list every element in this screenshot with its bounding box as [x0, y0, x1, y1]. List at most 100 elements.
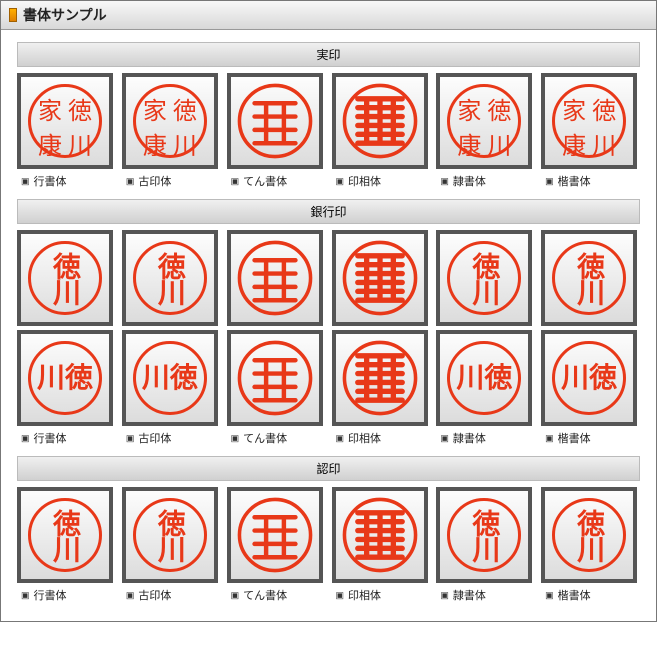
insou-stamp-icon — [340, 238, 420, 318]
arrow-icon: ▣ — [231, 433, 240, 444]
stamp-text: 徳川 — [470, 509, 498, 561]
font-label: ▣ 行書体 — [17, 173, 116, 189]
stamp-cell: 徳川 — [17, 230, 116, 326]
stamp-text: 川徳 — [561, 364, 617, 392]
font-label: ▣てん書体 — [227, 173, 326, 189]
stamp-cell: 徳川 — [122, 487, 221, 583]
stamp-text: 家徳康川 — [140, 91, 200, 151]
font-label: ▣ 行書体 — [17, 587, 116, 603]
arrow-icon: ▣ — [336, 433, 345, 444]
stamp-circle: 徳川 — [133, 241, 207, 315]
font-label: ▣古印体 — [122, 173, 221, 189]
arrow-icon: ▣ — [545, 176, 554, 187]
arrow-icon: ▣ — [126, 433, 135, 444]
font-label: ▣印相体 — [332, 430, 431, 446]
insou-stamp-icon — [340, 495, 420, 575]
font-label-text: 行書体 — [34, 587, 67, 603]
font-label: ▣古印体 — [122, 430, 221, 446]
stamp-box: 徳川 — [541, 230, 637, 326]
font-label: ▣古印体 — [122, 587, 221, 603]
arrow-icon: ▣ — [126, 590, 135, 601]
stamp-box — [332, 330, 428, 426]
stamp-text: 川徳 — [37, 364, 93, 392]
stamp-text: 徳川 — [156, 509, 184, 561]
stamp-circle: 家徳康川 — [552, 84, 626, 158]
stamp-cell — [227, 73, 326, 169]
stamp-cell — [332, 73, 431, 169]
stamp-box: 徳川 — [436, 230, 532, 326]
arrow-icon: ▣ — [231, 176, 240, 187]
section-header-mitomein: 認印 — [17, 456, 640, 481]
font-label: ▣印相体 — [332, 173, 431, 189]
font-label-text: 行書体 — [34, 173, 67, 189]
font-label-text: 楷書体 — [558, 587, 591, 603]
stamp-text: 川徳 — [142, 364, 198, 392]
stamp-box: 徳川 — [122, 230, 218, 326]
font-label: ▣隷書体 — [436, 173, 535, 189]
stamp-box — [227, 330, 323, 426]
font-label: ▣行書体 — [17, 430, 116, 446]
stamp-text: 徳川 — [575, 509, 603, 561]
stamp-circle: 徳川 — [447, 241, 521, 315]
tensho-stamp-icon — [235, 495, 315, 575]
stamp-circle: 徳川 — [133, 498, 207, 572]
font-label-text: 古印体 — [138, 173, 171, 189]
font-label-text: 印相体 — [348, 587, 381, 603]
stamp-cell — [227, 230, 326, 326]
stamp-circle: 家徳康川 — [133, 84, 207, 158]
font-label-text: 印相体 — [348, 173, 381, 189]
header-bar-icon — [9, 8, 17, 22]
stamp-circle: 家徳康川 — [28, 84, 102, 158]
stamp-cell — [332, 487, 431, 583]
tensho-stamp-icon — [235, 238, 315, 318]
stamp-box: 川徳 — [436, 330, 532, 426]
arrow-icon: ▣ — [440, 176, 449, 187]
stamp-cell: 川徳 — [541, 330, 640, 426]
arrow-icon: ▣ — [21, 433, 30, 444]
stamp-circle: 徳川 — [447, 498, 521, 572]
arrow-icon: ▣ — [21, 176, 30, 187]
tensho-stamp-icon — [235, 81, 315, 161]
arrow-icon: ▣ — [21, 590, 30, 601]
stamp-circle: 徳川 — [552, 241, 626, 315]
stamp-grid-ginkoin-1: 徳川 徳川 徳川 徳川 — [17, 230, 640, 326]
font-label-text: てん書体 — [243, 430, 287, 446]
stamp-box: 徳川 — [17, 487, 113, 583]
stamp-text: 徳川 — [51, 252, 79, 304]
stamp-box — [227, 230, 323, 326]
stamp-cell: 徳川 — [122, 230, 221, 326]
stamp-circle: 家徳康川 — [447, 84, 521, 158]
stamp-cell: 家徳康川 — [436, 73, 535, 169]
font-label: ▣楷書体 — [541, 430, 640, 446]
stamp-text: 徳川 — [470, 252, 498, 304]
stamp-box — [227, 487, 323, 583]
font-label-text: てん書体 — [243, 173, 287, 189]
stamp-text: 徳川 — [51, 509, 79, 561]
font-sample-panel: 書体サンプル 実印 家徳康川家徳康川家徳康川家徳康川 ▣行書体▣古印体▣てん書体… — [0, 0, 657, 622]
stamp-box: 家徳康川 — [122, 73, 218, 169]
stamp-box: 川徳 — [17, 330, 113, 426]
label-row-jitsuin: ▣行書体▣古印体▣てん書体▣印相体▣隷書体▣楷書体 — [17, 173, 640, 189]
section-header-ginkoin: 銀行印 — [17, 199, 640, 224]
insou-stamp-icon — [340, 81, 420, 161]
stamp-box: 徳川 — [436, 487, 532, 583]
font-label-text: 印相体 — [348, 430, 381, 446]
panel-content: 実印 家徳康川家徳康川家徳康川家徳康川 ▣行書体▣古印体▣てん書体▣印相体▣隷書… — [1, 30, 656, 621]
stamp-box — [332, 73, 428, 169]
stamp-cell — [227, 330, 326, 426]
font-label-text: 古印体 — [138, 587, 171, 603]
stamp-cell: 川徳 — [122, 330, 221, 426]
stamp-box — [332, 487, 428, 583]
stamp-cell: 家徳康川 — [17, 73, 116, 169]
stamp-circle: 川徳 — [447, 341, 521, 415]
font-label-text: 隷書体 — [453, 430, 486, 446]
stamp-box: 川徳 — [541, 330, 637, 426]
stamp-text: 徳川 — [156, 252, 184, 304]
font-label-text: てん書体 — [243, 587, 287, 603]
arrow-icon: ▣ — [231, 590, 240, 601]
stamp-circle: 徳川 — [552, 498, 626, 572]
stamp-cell: 徳川 — [541, 487, 640, 583]
stamp-cell: 徳川 — [436, 230, 535, 326]
stamp-text: 家徳康川 — [559, 91, 619, 151]
insou-stamp-icon — [340, 338, 420, 418]
